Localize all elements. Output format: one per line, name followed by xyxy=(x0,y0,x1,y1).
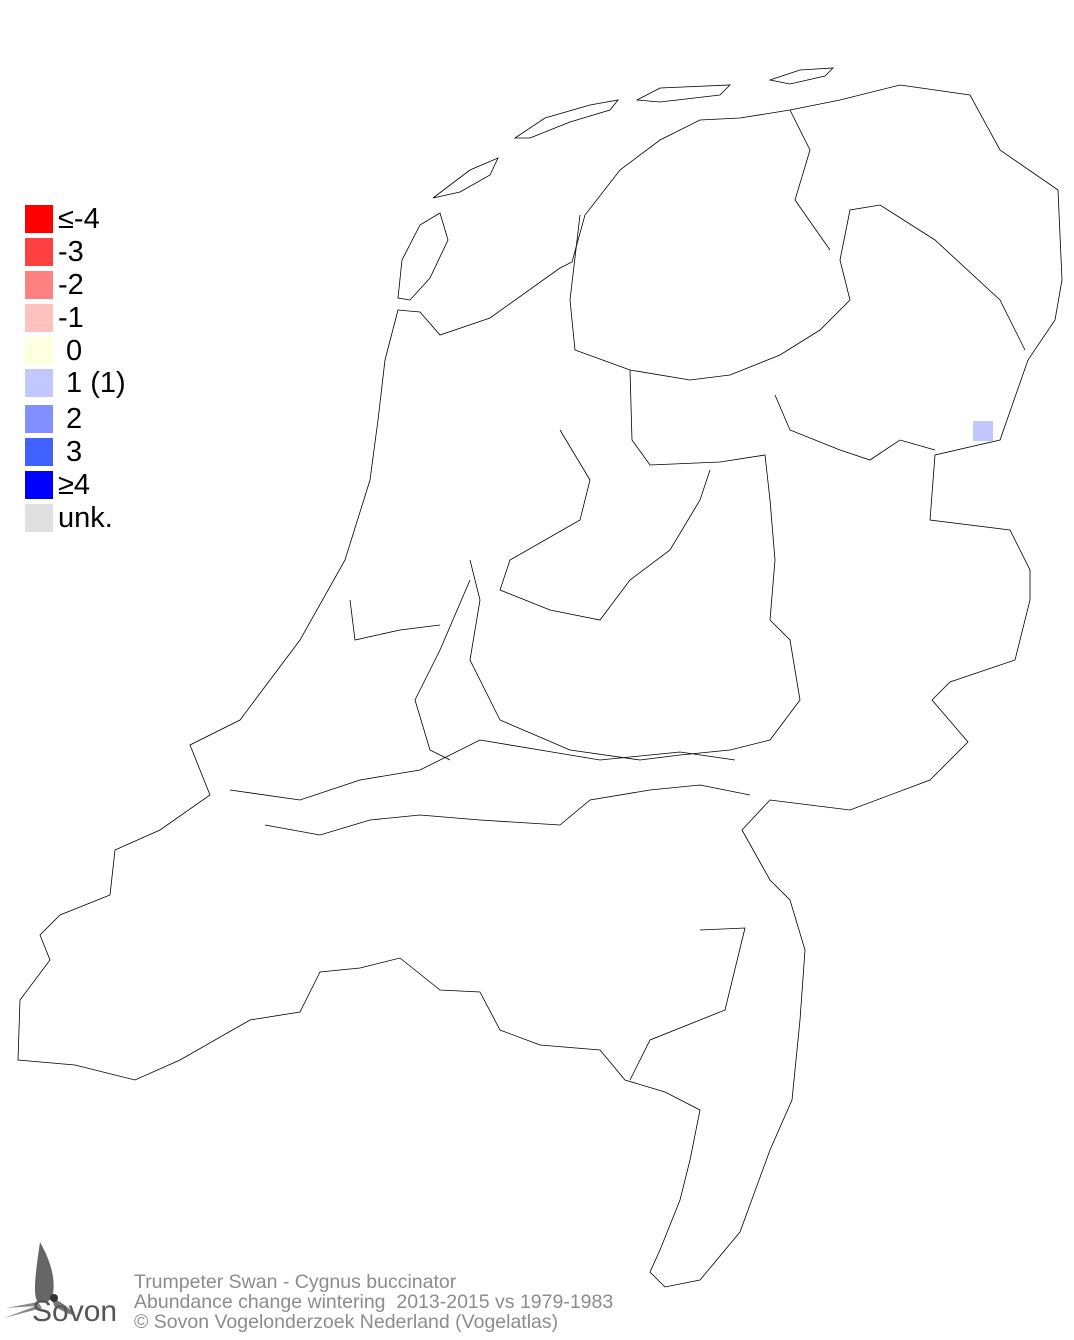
province-borders xyxy=(229,109,1026,1081)
map-caption: Trumpeter Swan - Cygnus buccinator Abund… xyxy=(134,1272,613,1332)
legend-label: 1 (1) xyxy=(58,367,126,399)
legend-swatch xyxy=(25,337,53,365)
legend-label: -2 xyxy=(58,269,84,301)
legend-item: ≥4 xyxy=(25,469,91,501)
legend-item: ≤-4 xyxy=(25,203,100,235)
legend-item: -1 xyxy=(25,302,84,334)
legend-item: 1 (1) xyxy=(25,367,126,399)
legend-label: unk. xyxy=(58,502,113,534)
mainland-outline xyxy=(17,84,1063,1288)
species-title: Trumpeter Swan - Cygnus buccinator xyxy=(134,1271,457,1293)
legend-swatch xyxy=(25,504,53,532)
legend-item: -2 xyxy=(25,269,84,301)
legend-label: ≤-4 xyxy=(58,203,100,235)
map-subtitle: Abundance change wintering 2013-2015 vs … xyxy=(134,1291,614,1313)
island-vlieland xyxy=(432,157,499,199)
legend-item: 3 xyxy=(25,436,83,468)
legend-label: ≥4 xyxy=(58,469,91,501)
legend-label: 3 xyxy=(58,436,83,468)
island-schiermonnikoog xyxy=(768,67,835,85)
legend-swatch xyxy=(25,238,53,266)
legend-label: -1 xyxy=(58,302,84,334)
swallow-logo-icon xyxy=(4,1242,76,1318)
legend-label: 2 xyxy=(58,403,83,435)
legend-item: 2 xyxy=(25,403,83,435)
observation-cell xyxy=(973,421,993,441)
island-terschelling xyxy=(513,99,619,139)
logo-text: Sovon xyxy=(32,1295,118,1328)
legend-label: -3 xyxy=(58,236,84,268)
island-texel xyxy=(397,212,449,301)
legend-item: 0 xyxy=(25,335,83,367)
legend-swatch xyxy=(25,471,53,499)
legend-swatch xyxy=(25,205,53,233)
legend-label: 0 xyxy=(58,335,83,367)
legend-item: -3 xyxy=(25,236,84,268)
legend-item: unk. xyxy=(25,502,113,534)
legend-swatch xyxy=(25,369,53,397)
legend-swatch xyxy=(25,438,53,466)
island-ameland xyxy=(635,84,732,103)
legend-swatch xyxy=(25,304,53,332)
legend-swatch xyxy=(25,271,53,299)
copyright: © Sovon Vogelonderzoek Nederland (Vogela… xyxy=(134,1311,559,1333)
legend-swatch xyxy=(25,405,53,433)
